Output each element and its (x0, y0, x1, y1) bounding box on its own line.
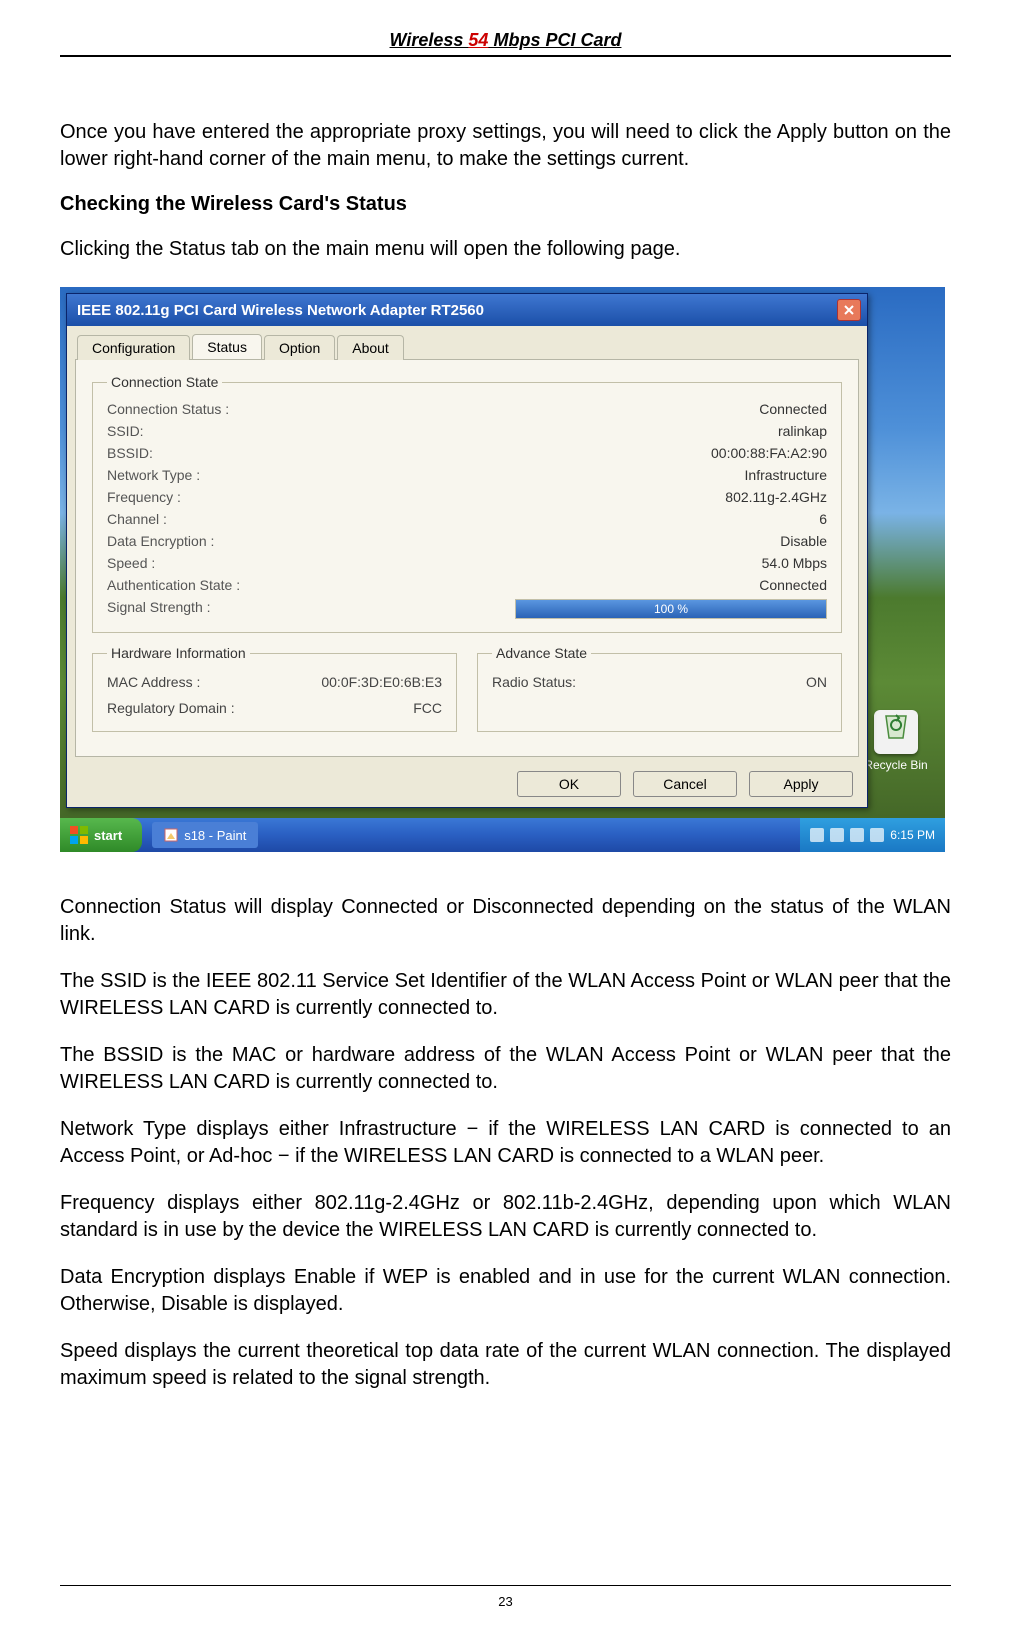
task-label: s18 - Paint (184, 828, 246, 843)
header-pre: Wireless (390, 30, 469, 50)
tray-icon[interactable] (830, 828, 844, 842)
connection-state-group: Connection State Connection Status : Conn… (92, 374, 842, 633)
tab-strip: Configuration Status Option About (67, 326, 867, 359)
val-radio: ON (806, 674, 827, 690)
lbl-ssid: SSID: (107, 423, 144, 439)
tab-status[interactable]: Status (192, 334, 262, 359)
paragraph-8: Data Encryption displays Enable if WEP i… (60, 1264, 951, 1318)
lbl-conn-status: Connection Status : (107, 401, 229, 417)
paragraph-5: The BSSID is the MAC or hardware address… (60, 1042, 951, 1096)
lbl-regdom: Regulatory Domain : (107, 700, 235, 716)
val-mac: 00:0F:3D:E0:6B:E3 (321, 674, 442, 690)
lbl-speed: Speed : (107, 555, 155, 571)
lbl-auth: Authentication State : (107, 577, 240, 593)
val-conn-status: Connected (759, 401, 827, 417)
lbl-mac: MAC Address : (107, 674, 200, 690)
tray-icon[interactable] (810, 828, 824, 842)
cancel-button[interactable]: Cancel (633, 771, 737, 797)
close-icon (843, 304, 855, 316)
paragraph-7: Frequency displays either 802.11g-2.4GHz… (60, 1190, 951, 1244)
document-page: Wireless 54 Mbps PCI Card Once you have … (0, 0, 1011, 1649)
tray-icon[interactable] (850, 828, 864, 842)
dialog-title: IEEE 802.11g PCI Card Wireless Network A… (77, 302, 484, 319)
status-dialog: IEEE 802.11g PCI Card Wireless Network A… (66, 293, 868, 808)
tab-option[interactable]: Option (264, 335, 335, 360)
start-button[interactable]: start (60, 818, 142, 852)
clock: 6:15 PM (890, 828, 935, 842)
paragraph-4: The SSID is the IEEE 802.11 Service Set … (60, 968, 951, 1022)
lbl-signal: Signal Strength : (107, 599, 211, 619)
hardware-info-group: Hardware Information MAC Address : 00:0F:… (92, 645, 457, 732)
signal-strength-bar: 100 % (515, 599, 827, 619)
val-speed: 54.0 Mbps (762, 555, 827, 571)
val-channel: 6 (819, 511, 827, 527)
lbl-bssid: BSSID: (107, 445, 153, 461)
start-label: start (94, 828, 122, 843)
val-ssid: ralinkap (778, 423, 827, 439)
paragraph-6: Network Type displays either Infrastruct… (60, 1116, 951, 1170)
tab-about[interactable]: About (337, 335, 404, 360)
ok-button[interactable]: OK (517, 771, 621, 797)
lbl-encryption: Data Encryption : (107, 533, 214, 549)
page-number: 23 (498, 1594, 512, 1609)
dialog-button-row: OK Cancel Apply (67, 765, 867, 807)
dialog-titlebar[interactable]: IEEE 802.11g PCI Card Wireless Network A… (67, 294, 867, 326)
lbl-freq: Frequency : (107, 489, 181, 505)
lbl-net-type: Network Type : (107, 467, 200, 483)
taskbar-item-paint[interactable]: s18 - Paint (152, 822, 258, 848)
doc-header: Wireless 54 Mbps PCI Card (60, 30, 951, 57)
tray-icon[interactable] (870, 828, 884, 842)
subheading: Checking the Wireless Card's Status (60, 193, 951, 216)
header-red: 54 (468, 30, 488, 50)
val-regdom: FCC (413, 700, 442, 716)
lbl-radio: Radio Status: (492, 674, 576, 690)
paragraph-2: Clicking the Status tab on the main menu… (60, 236, 951, 263)
paragraph-3: Connection Status will display Connected… (60, 894, 951, 948)
tab-configuration[interactable]: Configuration (77, 335, 190, 360)
tab-panel: Connection State Connection Status : Conn… (75, 359, 859, 757)
apply-button[interactable]: Apply (749, 771, 853, 797)
val-bssid: 00:00:88:FA:A2:90 (711, 445, 827, 461)
close-button[interactable] (837, 299, 861, 321)
header-post: Mbps PCI Card (488, 30, 621, 50)
val-encryption: Disable (780, 533, 827, 549)
paragraph-9: Speed displays the current theoretical t… (60, 1338, 951, 1392)
paint-icon (164, 828, 178, 842)
val-freq: 802.11g-2.4GHz (725, 489, 827, 505)
recycle-bin[interactable]: Recycle Bin (861, 704, 931, 772)
val-auth: Connected (759, 577, 827, 593)
advance-state-group: Advance State Radio Status: ON (477, 645, 842, 732)
advance-legend: Advance State (492, 645, 591, 661)
signal-strength-fill: 100 % (516, 600, 826, 618)
screenshot: Recycle Bin start s18 - Paint 6:15 PM (60, 287, 945, 852)
page-footer: 23 (60, 1585, 951, 1609)
paragraph-1: Once you have entered the appropriate pr… (60, 119, 951, 173)
val-net-type: Infrastructure (745, 467, 827, 483)
lbl-channel: Channel : (107, 511, 167, 527)
taskbar: start s18 - Paint 6:15 PM (60, 818, 945, 852)
recycle-bin-icon (874, 710, 918, 754)
system-tray[interactable]: 6:15 PM (800, 818, 945, 852)
hardware-legend: Hardware Information (107, 645, 250, 661)
recycle-bin-label: Recycle Bin (864, 758, 927, 772)
connection-legend: Connection State (107, 374, 222, 390)
windows-logo-icon (70, 826, 88, 844)
